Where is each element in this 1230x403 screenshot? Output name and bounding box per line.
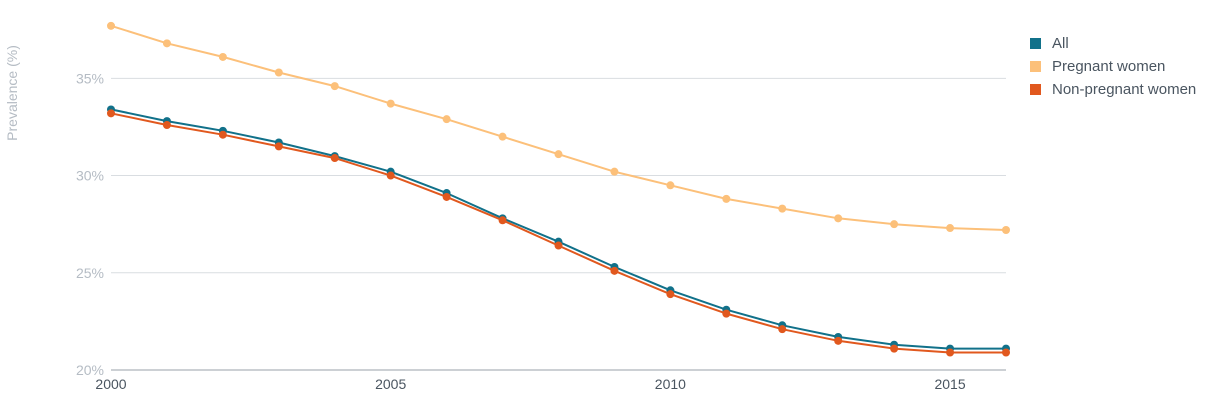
point-non-pregnant-women-2013 xyxy=(834,336,843,345)
point-pregnant-women-2001 xyxy=(162,39,171,48)
series-line-non-pregnant-women xyxy=(110,112,1006,354)
y-tick-label-20: 20% xyxy=(76,362,104,378)
point-non-pregnant-women-2011 xyxy=(722,309,731,318)
y-axis-label: Prevalence (%) xyxy=(4,45,20,141)
point-pregnant-women-2005 xyxy=(386,99,395,108)
x-tick-label-2000: 2000 xyxy=(95,376,126,392)
series-non-pregnant-women xyxy=(107,109,1010,357)
series-all xyxy=(107,105,1010,353)
point-non-pregnant-women-2009 xyxy=(610,266,619,275)
y-tick-label-25: 25% xyxy=(76,265,104,281)
point-non-pregnant-women-2000 xyxy=(107,109,115,118)
series-line-all xyxy=(110,108,1006,350)
legend-item-all: All xyxy=(1030,35,1069,52)
point-pregnant-women-2014 xyxy=(890,220,899,229)
legend-swatch-pregnant-women xyxy=(1030,61,1041,72)
series-line-pregnant-women xyxy=(110,24,1007,231)
point-pregnant-women-2016 xyxy=(1002,226,1010,234)
point-pregnant-women-2009 xyxy=(610,167,619,176)
y-tick-labels: 20% 25% 30% 35% xyxy=(76,70,104,378)
point-pregnant-women-2012 xyxy=(778,204,787,213)
x-tick-labels: 2000 2005 2010 2015 xyxy=(95,376,965,392)
point-non-pregnant-women-2014 xyxy=(890,344,899,353)
point-pregnant-women-2000 xyxy=(107,21,115,30)
point-pregnant-women-2004 xyxy=(330,82,339,91)
x-tick-label-2005: 2005 xyxy=(375,376,406,392)
point-non-pregnant-women-2001 xyxy=(162,121,171,129)
point-non-pregnant-women-2012 xyxy=(778,325,787,334)
point-pregnant-women-2011 xyxy=(722,194,731,203)
point-pregnant-women-2008 xyxy=(554,150,563,159)
gridlines xyxy=(111,77,1006,371)
series-lines xyxy=(107,21,1010,357)
point-pregnant-women-2013 xyxy=(834,214,843,223)
legend-item-non-pregnant-women: Non-pregnant women xyxy=(1030,81,1196,98)
point-non-pregnant-women-2002 xyxy=(218,130,227,139)
point-pregnant-women-2003 xyxy=(274,68,283,77)
point-non-pregnant-women-2005 xyxy=(386,171,395,180)
point-pregnant-women-2007 xyxy=(498,132,507,141)
y-tick-label-35: 35% xyxy=(76,70,104,86)
point-pregnant-women-2010 xyxy=(666,181,675,190)
series-pregnant-women xyxy=(107,21,1010,234)
point-pregnant-women-2002 xyxy=(218,52,227,61)
legend-label-non-pregnant-women: Non-pregnant women xyxy=(1052,81,1196,98)
legend-label-all: All xyxy=(1052,35,1069,52)
point-non-pregnant-women-2015 xyxy=(946,348,955,357)
point-non-pregnant-women-2007 xyxy=(498,216,507,225)
point-non-pregnant-women-2010 xyxy=(666,290,675,299)
point-non-pregnant-women-2016 xyxy=(1002,348,1010,357)
point-non-pregnant-women-2004 xyxy=(330,154,339,163)
point-non-pregnant-women-2003 xyxy=(274,142,283,151)
point-non-pregnant-women-2006 xyxy=(442,192,451,201)
legend-swatch-all xyxy=(1030,38,1041,49)
legend: All Pregnant women Non-pregnant women xyxy=(1030,35,1196,98)
y-tick-label-30: 30% xyxy=(76,168,104,184)
point-pregnant-women-2006 xyxy=(442,115,451,124)
legend-swatch-non-pregnant-women xyxy=(1030,84,1041,95)
point-pregnant-women-2015 xyxy=(946,224,955,233)
legend-item-pregnant-women: Pregnant women xyxy=(1030,58,1165,75)
point-non-pregnant-women-2008 xyxy=(554,241,563,250)
legend-label-pregnant-women: Pregnant women xyxy=(1052,58,1165,75)
x-tick-label-2010: 2010 xyxy=(655,376,686,392)
x-tick-label-2015: 2015 xyxy=(934,376,965,392)
